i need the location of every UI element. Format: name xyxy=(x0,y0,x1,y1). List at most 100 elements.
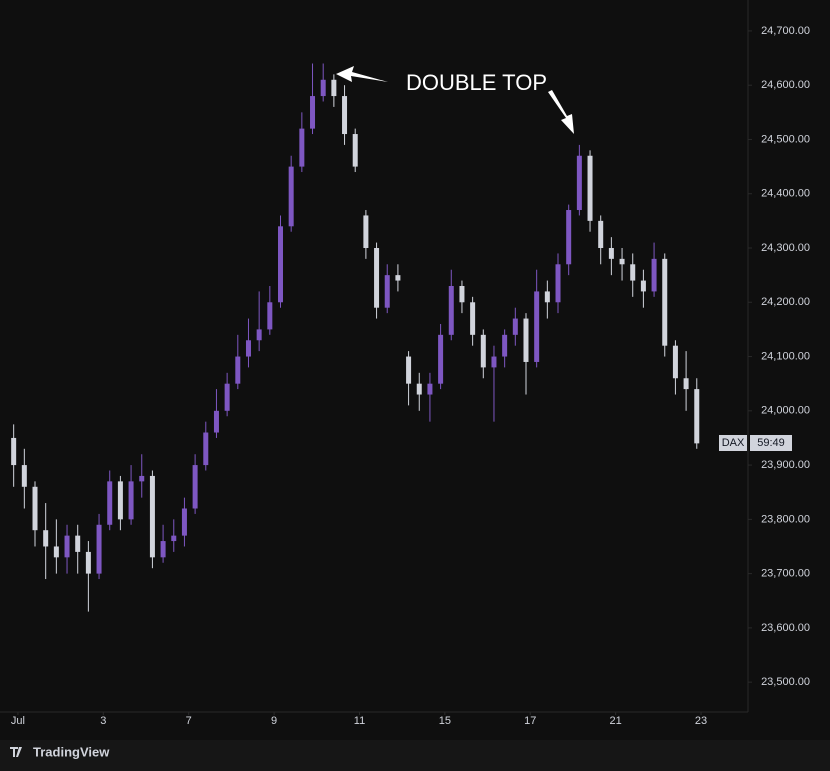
candle-body xyxy=(523,318,529,362)
candle-body xyxy=(630,264,636,281)
candle-body xyxy=(117,481,123,520)
candle-body xyxy=(459,285,465,303)
candle-body xyxy=(406,356,412,384)
candle-body xyxy=(566,210,572,265)
candle-body xyxy=(278,226,283,303)
candle-body xyxy=(181,508,187,536)
x-tick-label: 11 xyxy=(354,715,365,727)
arrow-left xyxy=(336,66,388,82)
candle-body xyxy=(331,79,337,97)
candle-body xyxy=(502,334,508,357)
x-tick-label: 3 xyxy=(100,715,106,727)
y-tick-label: 24,600.00 xyxy=(761,79,810,91)
candle-body xyxy=(438,334,444,384)
candle-body xyxy=(11,437,17,466)
candle-body xyxy=(299,128,305,167)
candle-body xyxy=(672,345,678,379)
candle-body xyxy=(470,302,476,335)
y-tick-label: 23,600.00 xyxy=(761,622,810,634)
candle-body xyxy=(96,524,102,574)
candle-body xyxy=(235,356,241,384)
footer xyxy=(0,740,830,771)
y-tick-label: 23,500.00 xyxy=(761,676,810,688)
y-tick-label: 24,500.00 xyxy=(761,133,810,145)
candle-body xyxy=(448,285,454,335)
y-tick-label: 24,300.00 xyxy=(761,242,810,254)
candle-body xyxy=(395,275,401,281)
x-tick-label: 7 xyxy=(186,715,192,727)
candle-body xyxy=(534,291,540,362)
x-tick-label: Jul xyxy=(11,715,25,727)
candle-body xyxy=(245,340,251,357)
candle-body xyxy=(544,291,550,303)
y-tick-label: 24,200.00 xyxy=(761,296,810,308)
candle-body xyxy=(651,258,657,292)
candle-body xyxy=(224,383,230,411)
candle-body xyxy=(694,389,700,444)
candle-body xyxy=(416,383,422,395)
candle-body xyxy=(288,166,294,227)
y-tick-label: 24,100.00 xyxy=(761,350,810,362)
candle-body xyxy=(32,486,38,531)
candle-body xyxy=(619,258,625,265)
candle-body xyxy=(43,530,49,547)
candle-body xyxy=(662,258,668,346)
candle-body xyxy=(555,264,561,303)
y-tick-label: 24,700.00 xyxy=(761,25,810,37)
y-tick-label: 24,400.00 xyxy=(761,188,810,200)
candle-body xyxy=(139,475,145,482)
y-tick-label: 23,700.00 xyxy=(761,568,810,580)
candle-body xyxy=(128,481,134,520)
candle-body xyxy=(576,155,582,211)
plot-layer xyxy=(11,63,700,612)
symbol-label: DAX xyxy=(722,437,745,449)
candle-body xyxy=(427,383,433,395)
x-tick-label: 17 xyxy=(524,715,536,727)
candle-body xyxy=(342,96,348,135)
candle-body xyxy=(310,96,316,129)
candle-body xyxy=(203,432,209,466)
candle-body xyxy=(171,535,177,542)
arrow-down xyxy=(548,90,574,134)
candle-body xyxy=(352,134,358,167)
candle-body xyxy=(21,465,27,487)
candle-body xyxy=(64,535,70,558)
candle-body xyxy=(213,410,219,433)
candle-body xyxy=(512,318,518,335)
candle-body xyxy=(374,248,380,308)
y-tick-label: 24,000.00 xyxy=(761,405,810,417)
candle-body xyxy=(267,302,273,330)
candle-body xyxy=(491,356,497,368)
candle-body xyxy=(384,275,390,308)
candle-body xyxy=(192,465,198,509)
candle-body xyxy=(85,551,91,574)
brand-logo xyxy=(10,747,22,757)
candle-body xyxy=(683,378,689,390)
countdown-label: 59:49 xyxy=(757,437,785,449)
x-tick-label: 15 xyxy=(439,715,451,727)
candle-body xyxy=(75,535,81,552)
x-tick-label: 23 xyxy=(695,715,707,727)
candle-body xyxy=(587,155,593,221)
candle-body xyxy=(608,248,614,259)
brand: TradingView xyxy=(33,744,110,759)
candle-body xyxy=(363,215,369,249)
candle-body xyxy=(598,220,604,249)
candle-body xyxy=(640,280,646,292)
countdown-tag xyxy=(750,435,792,451)
y-tick-label: 23,900.00 xyxy=(761,459,810,471)
candle-body xyxy=(256,329,262,341)
candle-body xyxy=(320,79,326,97)
annotation: DOUBLE TOP xyxy=(406,70,547,95)
candle-body xyxy=(149,475,155,558)
candle-body xyxy=(160,541,166,558)
x-tick-label: 9 xyxy=(271,715,277,727)
candle-body xyxy=(107,481,113,525)
candle-body xyxy=(53,546,59,558)
symbol-tag xyxy=(719,435,747,451)
x-tick-label: 21 xyxy=(610,715,622,727)
y-tick-label: 23,800.00 xyxy=(761,513,810,525)
